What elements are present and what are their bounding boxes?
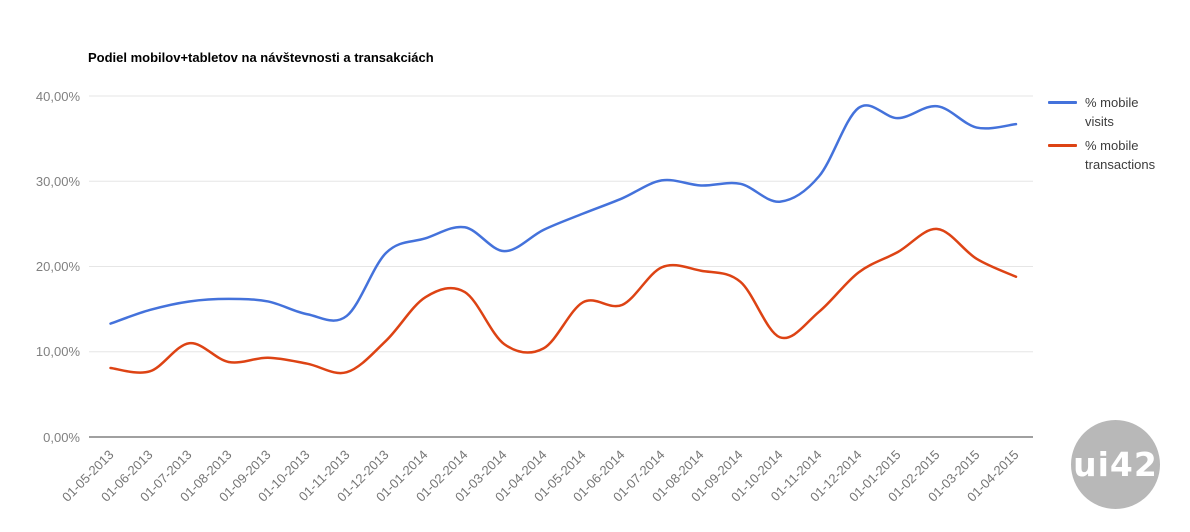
y-axis-label: 10,00% bbox=[35, 344, 80, 360]
legend-swatch-mobile-transactions bbox=[1048, 144, 1077, 147]
ui42-logo: ui42 bbox=[1071, 420, 1160, 509]
legend-item-mobile-transactions: % mobile transactions bbox=[1048, 136, 1170, 174]
logo-text: ui42 bbox=[1073, 445, 1158, 484]
y-axis-label: 30,00% bbox=[35, 173, 80, 189]
y-axis-label: 0,00% bbox=[43, 429, 80, 445]
legend-label-mobile-visits: % mobile visits bbox=[1085, 95, 1139, 129]
series-line-mobile-transactions bbox=[109, 227, 1018, 375]
legend-label-mobile-transactions: % mobile transactions bbox=[1085, 138, 1156, 172]
legend: % mobile visits % mobile transactions bbox=[1048, 93, 1170, 179]
chart-title: Podiel mobilov+tabletov na návštevnosti … bbox=[88, 50, 434, 65]
y-axis-label: 40,00% bbox=[35, 88, 80, 104]
series-line-mobile-visits bbox=[109, 104, 1018, 325]
legend-swatch-mobile-visits bbox=[1048, 101, 1077, 104]
legend-item-mobile-visits: % mobile visits bbox=[1048, 93, 1170, 131]
y-axis-label: 20,00% bbox=[35, 259, 80, 274]
